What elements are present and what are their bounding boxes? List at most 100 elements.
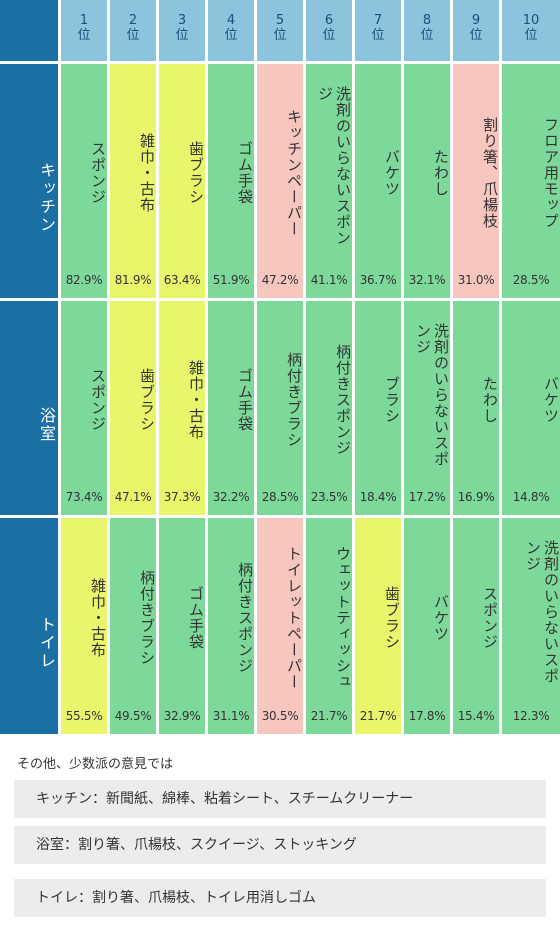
- item-percent: 30.5%: [261, 709, 299, 723]
- rank-header: 10 位: [502, 0, 560, 61]
- item-percent: 36.7%: [359, 273, 397, 287]
- item-name: たわし: [481, 376, 499, 424]
- item-percent: 49.5%: [114, 709, 152, 723]
- table-cell: 柄付きブラシ 49.5%: [110, 518, 156, 734]
- rank-number: 2: [128, 13, 138, 28]
- item-percent: 63.4%: [163, 273, 201, 287]
- rank-number: 3: [177, 13, 187, 28]
- item-name: バケツ: [432, 594, 450, 642]
- rank-number: 8: [422, 13, 432, 28]
- item-name: ブラシ: [383, 376, 401, 424]
- table-cell: ゴム手袋 32.2%: [208, 301, 254, 515]
- table-cell: フロア用モップ 28.5%: [502, 64, 560, 298]
- rank-number: 1: [79, 13, 89, 28]
- item-percent: 28.5%: [512, 273, 550, 287]
- table-cell: スポンジ 15.4%: [453, 518, 499, 734]
- item-percent: 32.1%: [408, 273, 446, 287]
- others-toilet: トイレ：割り箸、爪楊枝、トイレ用消しゴム: [14, 879, 546, 917]
- rank-suffix: 位: [420, 28, 434, 43]
- item-name: スポンジ: [89, 141, 107, 205]
- item-name: スポンジ: [481, 586, 499, 650]
- rank-suffix: 位: [273, 28, 287, 43]
- item-percent: 47.1%: [114, 490, 152, 504]
- rank-suffix: 位: [77, 28, 91, 43]
- item-name: バケツ: [542, 376, 560, 424]
- item-percent: 21.7%: [359, 709, 397, 723]
- item-name: 歯ブラシ: [187, 141, 205, 205]
- item-percent: 41.1%: [310, 273, 348, 287]
- others-kitchen: キッチン：新聞紙、綿棒、粘着シート、スチームクリーナー: [14, 780, 546, 818]
- table-cell: バケツ 17.8%: [404, 518, 450, 734]
- table-cell: たわし 16.9%: [453, 301, 499, 515]
- table-cell: 洗剤のいらないスポンジ 12.3%: [502, 518, 560, 734]
- item-name: キッチンペーパー: [285, 109, 303, 237]
- item-percent: 23.5%: [310, 490, 348, 504]
- item-percent: 15.4%: [457, 709, 495, 723]
- item-percent: 31.1%: [212, 709, 250, 723]
- item-name: 洗剤のいらないスポンジ: [524, 540, 560, 684]
- rank-suffix: 位: [524, 28, 538, 43]
- table-cell: 柄付きブラシ 28.5%: [257, 301, 303, 515]
- row-header: トイレ: [0, 518, 58, 734]
- item-percent: 32.2%: [212, 490, 250, 504]
- table-cell: 柄付きスポンジ 23.5%: [306, 301, 352, 515]
- item-name: 洗剤のいらないスポンジ: [316, 86, 352, 246]
- item-percent: 55.5%: [65, 709, 103, 723]
- item-percent: 17.8%: [408, 709, 446, 723]
- item-name: ウェットティッシュ: [334, 546, 352, 690]
- item-name: 洗剤のいらないスポンジ: [414, 323, 450, 467]
- rank-number: 10: [522, 13, 540, 28]
- item-name: フロア用モップ: [542, 117, 560, 229]
- rank-suffix: 位: [126, 28, 140, 43]
- item-percent: 31.0%: [457, 273, 495, 287]
- table-cell: 洗剤のいらないスポンジ 17.2%: [404, 301, 450, 515]
- item-percent: 32.9%: [163, 709, 201, 723]
- table-cell: バケツ 14.8%: [502, 301, 560, 515]
- table-cell: ブラシ 18.4%: [355, 301, 401, 515]
- item-name: 柄付きスポンジ: [334, 344, 352, 456]
- rank-number: 5: [275, 13, 285, 28]
- rank-suffix: 位: [322, 28, 336, 43]
- table-cell: スポンジ 82.9%: [61, 64, 107, 298]
- item-percent: 81.9%: [114, 273, 152, 287]
- row-header: キッチン: [0, 64, 58, 298]
- item-name: 雑巾・古布: [138, 133, 156, 213]
- item-percent: 73.4%: [65, 490, 103, 504]
- table-cell: トイレットペーパー 30.5%: [257, 518, 303, 734]
- table-cell: スポンジ 73.4%: [61, 301, 107, 515]
- item-percent: 12.3%: [512, 709, 550, 723]
- rank-number: 9: [471, 13, 481, 28]
- table-cell: キッチンペーパー 47.2%: [257, 64, 303, 298]
- item-name: ゴム手袋: [236, 141, 254, 205]
- item-name: 雑巾・古布: [89, 578, 107, 658]
- item-percent: 21.7%: [310, 709, 348, 723]
- item-name: 柄付きブラシ: [138, 570, 156, 666]
- table-corner: [0, 0, 58, 61]
- item-name: ゴム手袋: [187, 586, 205, 650]
- rank-number: 7: [373, 13, 383, 28]
- table-cell: 雑巾・古布 55.5%: [61, 518, 107, 734]
- item-name: 雑巾・古布: [187, 360, 205, 440]
- table-cell: バケツ 36.7%: [355, 64, 401, 298]
- item-name: スポンジ: [89, 368, 107, 432]
- item-percent: 17.2%: [408, 490, 446, 504]
- item-percent: 14.8%: [512, 490, 550, 504]
- others-bathroom: 浴室：割り箸、爪楊枝、スクイージ、ストッキング: [14, 826, 546, 864]
- item-percent: 16.9%: [457, 490, 495, 504]
- table-cell: 柄付きスポンジ 31.1%: [208, 518, 254, 734]
- item-name: 歯ブラシ: [383, 586, 401, 650]
- rank-suffix: 位: [175, 28, 189, 43]
- table-cell: 歯ブラシ 21.7%: [355, 518, 401, 734]
- row-header: 浴室: [0, 301, 58, 515]
- table-cell: ウェットティッシュ 21.7%: [306, 518, 352, 734]
- item-name: 割り箸、爪楊枝: [481, 117, 499, 229]
- table-cell: ゴム手袋 51.9%: [208, 64, 254, 298]
